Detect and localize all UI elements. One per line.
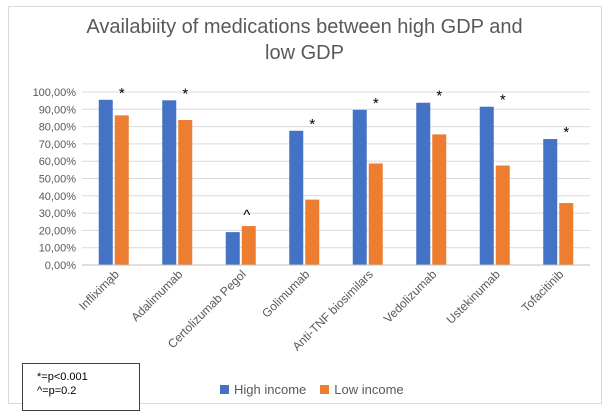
- y-tick-label: 10,00%: [39, 243, 77, 255]
- legend-item-high-income: High income: [220, 382, 306, 397]
- significance-marker: *: [500, 92, 506, 109]
- y-tick-label: 70,00%: [39, 139, 77, 151]
- significance-marker: *: [373, 95, 379, 112]
- legend-label-low-income: Low income: [334, 382, 404, 397]
- x-tick-label: Inflixima̧b: [76, 267, 122, 313]
- legend: High income Low income: [220, 382, 520, 397]
- bar-high-income: [543, 139, 558, 265]
- significance-note-box: *=p<0.001 ^=p=0.2: [22, 363, 140, 411]
- legend-swatch-low-income: [320, 385, 330, 394]
- y-tick-label: 0,00%: [45, 260, 76, 272]
- significance-marker: *: [182, 85, 188, 102]
- x-tick-label: Adalimumab: [128, 267, 185, 324]
- note-asterisk: *=p<0.001: [37, 371, 88, 383]
- significance-marker: *: [563, 124, 569, 141]
- chart-title-line-1: Availabiity of medications between high …: [86, 16, 523, 38]
- x-tick-label: Ustekinumab: [443, 267, 503, 327]
- x-tick-label: Tofacitinib: [519, 267, 567, 315]
- bar-low-income: [432, 134, 447, 265]
- legend-label-high-income: High income: [234, 382, 307, 397]
- x-tick-label: Vedolizumab: [381, 267, 440, 326]
- y-tick-label: 50,00%: [39, 174, 77, 186]
- y-tick-label: 60,00%: [39, 156, 77, 168]
- chart-title-line-2: low GDP: [265, 42, 344, 64]
- y-tick-label: 20,00%: [39, 225, 77, 237]
- significance-marker: *: [436, 88, 442, 105]
- bar-high-income: [479, 106, 494, 265]
- y-tick-label: 90,00%: [39, 104, 77, 116]
- x-tick-label: Golimumab: [259, 267, 313, 321]
- bar-low-income: [495, 165, 510, 265]
- bar-high-income: [225, 232, 240, 265]
- bar-low-income: [178, 120, 193, 265]
- y-tick-label: 100,00%: [33, 87, 77, 99]
- bar-low-income: [559, 203, 574, 265]
- significance-marker: *: [119, 85, 125, 102]
- bar-low-income: [114, 115, 129, 265]
- bar-high-income: [289, 130, 304, 265]
- bar-high-income: [416, 102, 431, 265]
- y-tick-label: 40,00%: [39, 191, 77, 203]
- bar-high-income: [162, 100, 177, 265]
- y-tick-label: 80,00%: [39, 122, 77, 134]
- bar-high-income: [352, 109, 367, 265]
- bar-low-income: [305, 199, 320, 265]
- note-caret: ^=p=0.2: [37, 385, 77, 397]
- y-tick-label: 30,00%: [39, 208, 77, 220]
- significance-marker: *: [309, 116, 315, 133]
- chart-title: Availabiity of medications between high …: [0, 14, 609, 66]
- legend-item-low-income: Low income: [320, 382, 404, 397]
- bar-low-income: [241, 226, 256, 265]
- significance-marker: ^: [243, 207, 250, 224]
- bar-low-income: [368, 163, 383, 265]
- bar-high-income: [98, 99, 113, 265]
- legend-swatch-high-income: [220, 385, 229, 394]
